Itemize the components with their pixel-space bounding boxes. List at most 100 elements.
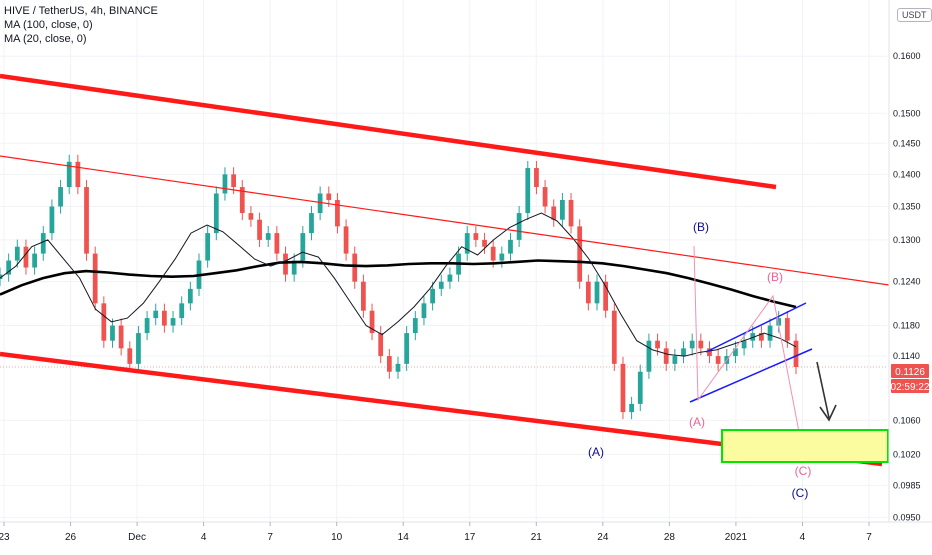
candle-body [283,253,288,275]
candle-body [343,226,349,254]
candle-body [447,274,453,282]
wave-label-c-blue: (C) [792,486,809,500]
candle-body [101,303,107,341]
price-tick-label: 0.1450 [893,138,921,148]
time-tick-label: 10 [331,532,343,543]
wave-label-a-blue: (A) [588,445,604,459]
candle-body [369,310,375,334]
price-tick-label: 0.1400 [893,169,921,179]
candle-body [759,333,764,341]
candle-body [672,356,678,364]
candle-body [412,318,418,334]
candle-body [560,199,565,220]
symbol-title[interactable]: HIVE / TetherUS, 4h, BINANCE [4,5,158,17]
candle-body [603,281,609,311]
price-tick-label: 0.1500 [893,108,921,118]
candle-body [715,356,721,364]
candle-body [741,340,747,349]
candle-body [508,239,513,254]
candle-body [655,340,660,349]
candle-body [689,340,695,349]
wave-label-c-pink: (C) [795,464,812,478]
candle-body [361,281,366,311]
candle-body [482,239,487,247]
candle-body [291,260,297,275]
candle-body [23,246,29,268]
channel-midline[interactable] [0,155,890,286]
price-tick-label: 0.0985 [893,480,921,490]
candle-body [248,213,254,220]
candle-body [231,174,236,188]
candle-body [179,303,185,319]
price-tick-label: 0.1180 [893,321,920,331]
candle-body [629,403,634,413]
candle-body [750,333,756,341]
wedge-upper-line[interactable] [705,302,807,353]
candle-body [84,187,89,254]
candle-body [14,246,20,261]
price-tick-label: 0.1300 [893,235,921,245]
candle-body [75,161,81,188]
candle-body [707,348,712,357]
ma20-line [0,212,797,357]
candle-body [386,356,392,372]
time-tick-label: 4 [800,532,806,543]
candle-body [438,281,444,289]
candle-body [784,318,790,341]
candle-body [326,193,332,200]
candle-body [577,226,583,282]
candle-body [776,318,782,326]
candle-body [118,325,124,349]
time-tick-label: 17 [464,532,476,543]
candle-body [127,348,133,364]
currency-badge[interactable]: USDT [897,8,932,22]
candle-body [646,340,652,372]
ma20-legend[interactable]: MA (20, close, 0) [4,33,87,45]
candle-body [144,318,150,334]
countdown-tag: 02:59:22 [891,379,930,393]
candle-body [395,363,401,372]
candle-body [317,193,323,214]
time-tick-label: 28 [664,532,676,543]
candle-body [205,233,211,261]
candle-body [534,168,539,188]
wedge-lower-line[interactable] [689,348,813,403]
time-tick-label: 7 [866,532,872,543]
price-axis[interactable]: 0.1600 0.1500 0.1450 0.1400 0.1350 0.1300 0.12… [888,0,921,522]
price-tag-text: 0.1126 [895,367,925,378]
candle-body [404,333,410,364]
price-tick-label: 0.1600 [893,51,921,61]
time-axis[interactable]: 23 26 Dec 4 7 10 14 17 21 24 28 2021 4 7 [0,521,932,543]
candle-body [40,233,46,254]
candle-body [499,253,505,261]
ma100-legend[interactable]: MA (100, close, 0) [4,19,93,31]
time-tick-label: 23 [0,532,10,543]
candle-body [698,340,704,349]
chart-legend: HIVE / TetherUS, 4h, BINANCE MA (100, cl… [4,4,158,46]
moving-averages-layer [0,212,797,357]
price-tick-label: 0.1020 [893,449,921,459]
wave-projection-path[interactable] [693,245,805,459]
candle-body [162,310,167,326]
forecast-arrow-head[interactable] [819,404,837,422]
channel-upper-line[interactable] [0,73,777,190]
target-zone-box[interactable] [721,429,889,463]
forecast-arrow-line[interactable] [816,361,830,419]
candle-body [516,213,522,240]
candle-body [585,281,591,304]
price-tag: 0.1126 [891,364,929,378]
time-tick-label: 4 [201,532,207,543]
candle-body [542,187,548,207]
candle-body [66,161,72,188]
candle-body [300,233,306,261]
candle-body [663,348,669,364]
candle-body [187,288,193,304]
candle-body [464,233,470,254]
price-tick-label: 0.0950 [893,512,921,522]
wave-label-a-pink: (A) [689,415,705,429]
drawings-layer[interactable] [0,73,890,467]
candle-body [213,193,219,234]
price-tick-labels: 0.1600 0.1500 0.1450 0.1400 0.1350 0.1300 0.12… [893,51,921,522]
